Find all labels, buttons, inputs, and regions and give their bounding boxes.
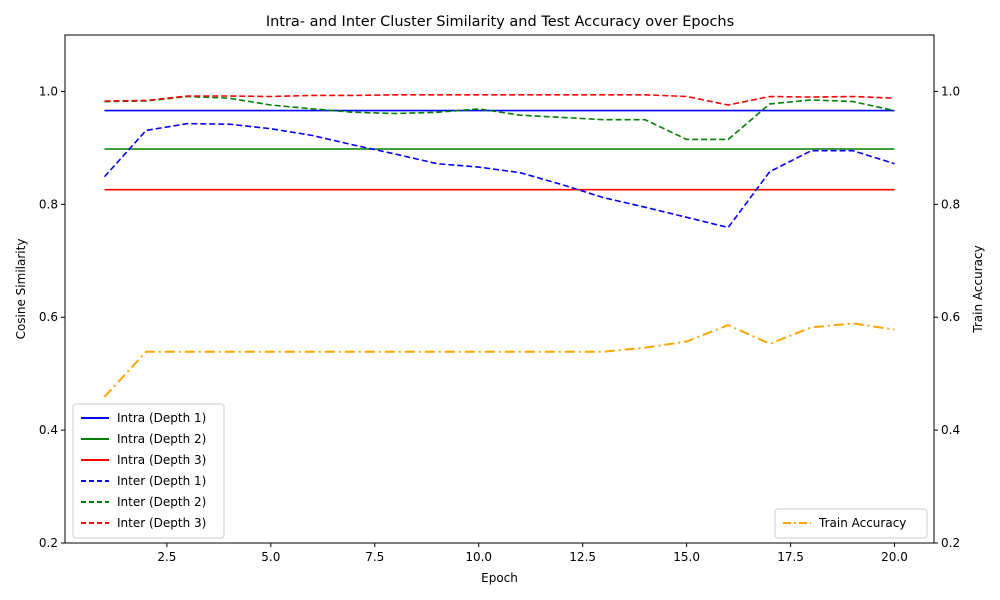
y2-tick-label: 0.6: [941, 310, 960, 324]
legend-label: Inter (Depth 1): [117, 474, 206, 488]
legend-label: Inter (Depth 3): [117, 516, 206, 530]
y-tick-label: 1.0: [39, 84, 58, 98]
x-tick-label: 20.0: [881, 550, 908, 564]
x-axis-ticks: 2.5 5.0 7.5 10.0 12.5 15.0 17.5 20.0: [157, 543, 908, 564]
plot-lines: [105, 95, 895, 397]
x-tick-label: 15.0: [673, 550, 700, 564]
legend-label: Intra (Depth 3): [117, 453, 206, 467]
x-tick-label: 5.0: [261, 550, 280, 564]
x-tick-label: 2.5: [157, 550, 176, 564]
x-axis-label: Epoch: [481, 571, 518, 585]
y2-tick-label: 0.8: [941, 197, 960, 211]
y-axis-label: Cosine Similarity: [14, 239, 28, 340]
y2-axis-ticks: 0.2 0.4 0.6 0.8 1.0: [934, 84, 960, 550]
legend-left: Intra (Depth 1) Intra (Depth 2) Intra (Dep…: [73, 404, 224, 538]
x-tick-label: 10.0: [465, 550, 492, 564]
y2-axis-label: Train Accuracy: [971, 245, 985, 333]
legend-label: Inter (Depth 2): [117, 495, 206, 509]
legend-label: Intra (Depth 1): [117, 411, 206, 425]
legend-label: Intra (Depth 2): [117, 432, 206, 446]
series-line-inter-depth-3: [105, 95, 895, 105]
series-line-inter-depth-2: [105, 97, 895, 140]
y2-tick-label: 0.2: [941, 536, 960, 550]
legend-right: Train Accuracy: [775, 509, 927, 538]
y-axis-ticks: 0.2 0.4 0.6 0.8 1.0: [39, 84, 65, 550]
y-tick-label: 0.2: [39, 536, 58, 550]
series-line-train-accuracy: [105, 323, 895, 396]
y2-tick-label: 0.4: [941, 423, 960, 437]
y2-tick-label: 1.0: [941, 84, 960, 98]
y-tick-label: 0.6: [39, 310, 58, 324]
y-tick-label: 0.8: [39, 197, 58, 211]
legend-label: Train Accuracy: [818, 516, 906, 530]
x-tick-label: 12.5: [569, 550, 596, 564]
x-tick-label: 17.5: [777, 550, 804, 564]
series-line-inter-depth-1: [105, 124, 895, 228]
x-tick-label: 7.5: [365, 550, 384, 564]
y-tick-label: 0.4: [39, 423, 58, 437]
chart-title: Intra- and Inter Cluster Similarity and …: [266, 14, 734, 30]
